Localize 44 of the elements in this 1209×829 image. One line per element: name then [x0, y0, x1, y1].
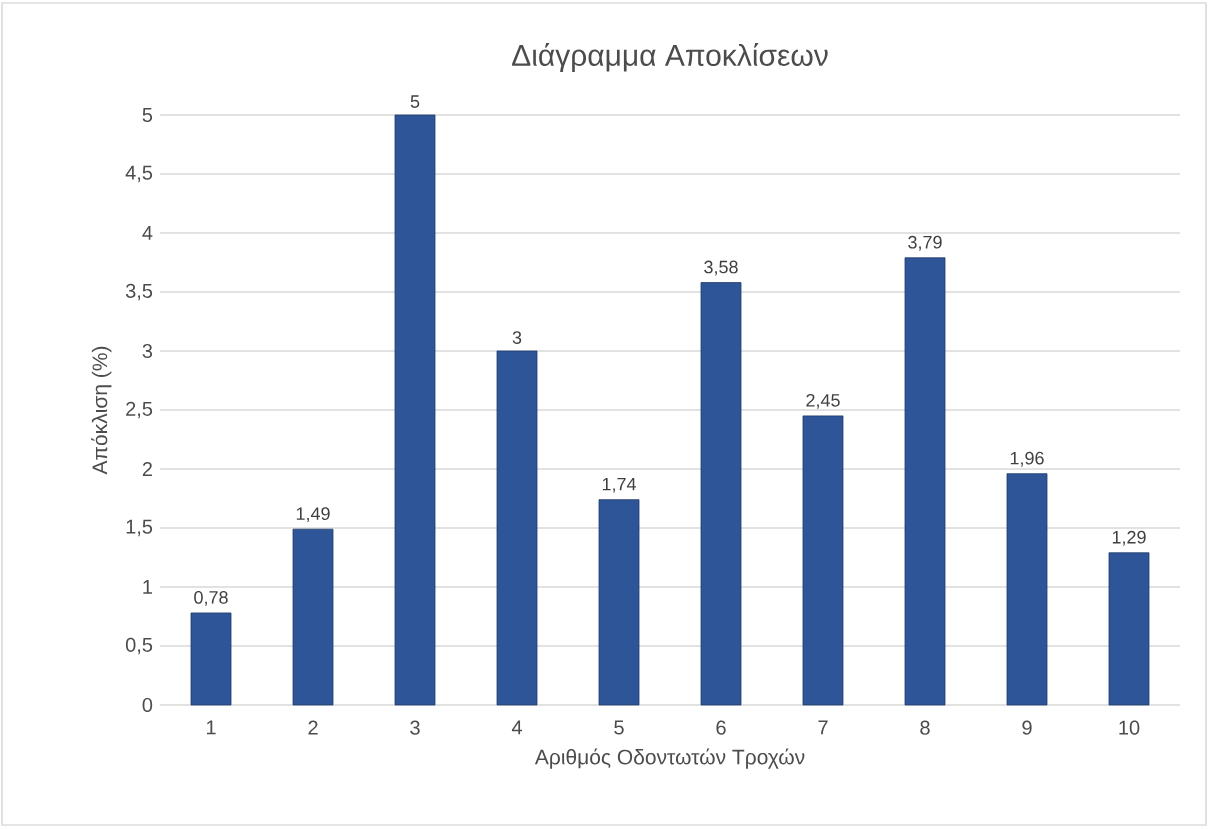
x-tick-label: 3	[410, 720, 420, 735]
x-tick-label: 7	[818, 720, 828, 735]
bar	[190, 612, 232, 706]
chart-title: Διάγραμμα Αποκλίσεων	[512, 43, 828, 72]
y-tick-label: 2	[142, 462, 152, 476]
x-axis-title: Αριθμός Οδοντωτών Τροχών	[534, 748, 805, 769]
x-tick-label: 5	[614, 720, 624, 735]
y-tick-label: 3	[142, 343, 153, 359]
y-tick-label: 0,5	[125, 637, 153, 655]
y-tick-label: 5	[142, 108, 153, 122]
data-label: 5	[410, 95, 420, 108]
x-tick-label: 2	[308, 720, 318, 735]
y-tick-label: 3,5	[125, 283, 153, 301]
data-label: 0,78	[194, 591, 228, 606]
y-tick-label: 1	[143, 580, 152, 594]
bar	[496, 350, 538, 706]
x-tick-label: 4	[511, 720, 522, 735]
x-tick-label: 9	[1022, 720, 1032, 735]
data-label: 1,74	[602, 477, 636, 493]
bar	[1108, 552, 1150, 706]
bar	[598, 499, 640, 706]
x-tick-label: 6	[716, 720, 726, 735]
data-label: 3	[512, 331, 522, 344]
bar	[904, 257, 946, 706]
y-tick-label: 4	[142, 226, 153, 240]
y-axis-title: Απόκλιση (%)	[91, 346, 112, 475]
y-tick-label: 4,5	[125, 165, 153, 183]
data-label: 1,96	[1010, 451, 1044, 467]
bar	[1006, 473, 1048, 706]
data-label: 2,45	[806, 393, 840, 409]
bar	[700, 282, 742, 706]
y-tick-label: 2,5	[126, 401, 153, 419]
x-tick-label: 8	[920, 720, 930, 735]
y-tick-label: 0	[142, 697, 153, 713]
x-tick-label: 10	[1119, 720, 1140, 735]
data-label: 1,49	[296, 507, 330, 523]
bar	[802, 415, 844, 706]
bar	[394, 114, 436, 706]
x-tick-label: 1	[206, 720, 216, 735]
data-label: 1,29	[1112, 530, 1146, 546]
data-label: 3,58	[704, 260, 738, 276]
data-label: 3,79	[908, 235, 942, 251]
y-tick-label: 1,5	[126, 519, 153, 537]
bar	[292, 528, 334, 706]
